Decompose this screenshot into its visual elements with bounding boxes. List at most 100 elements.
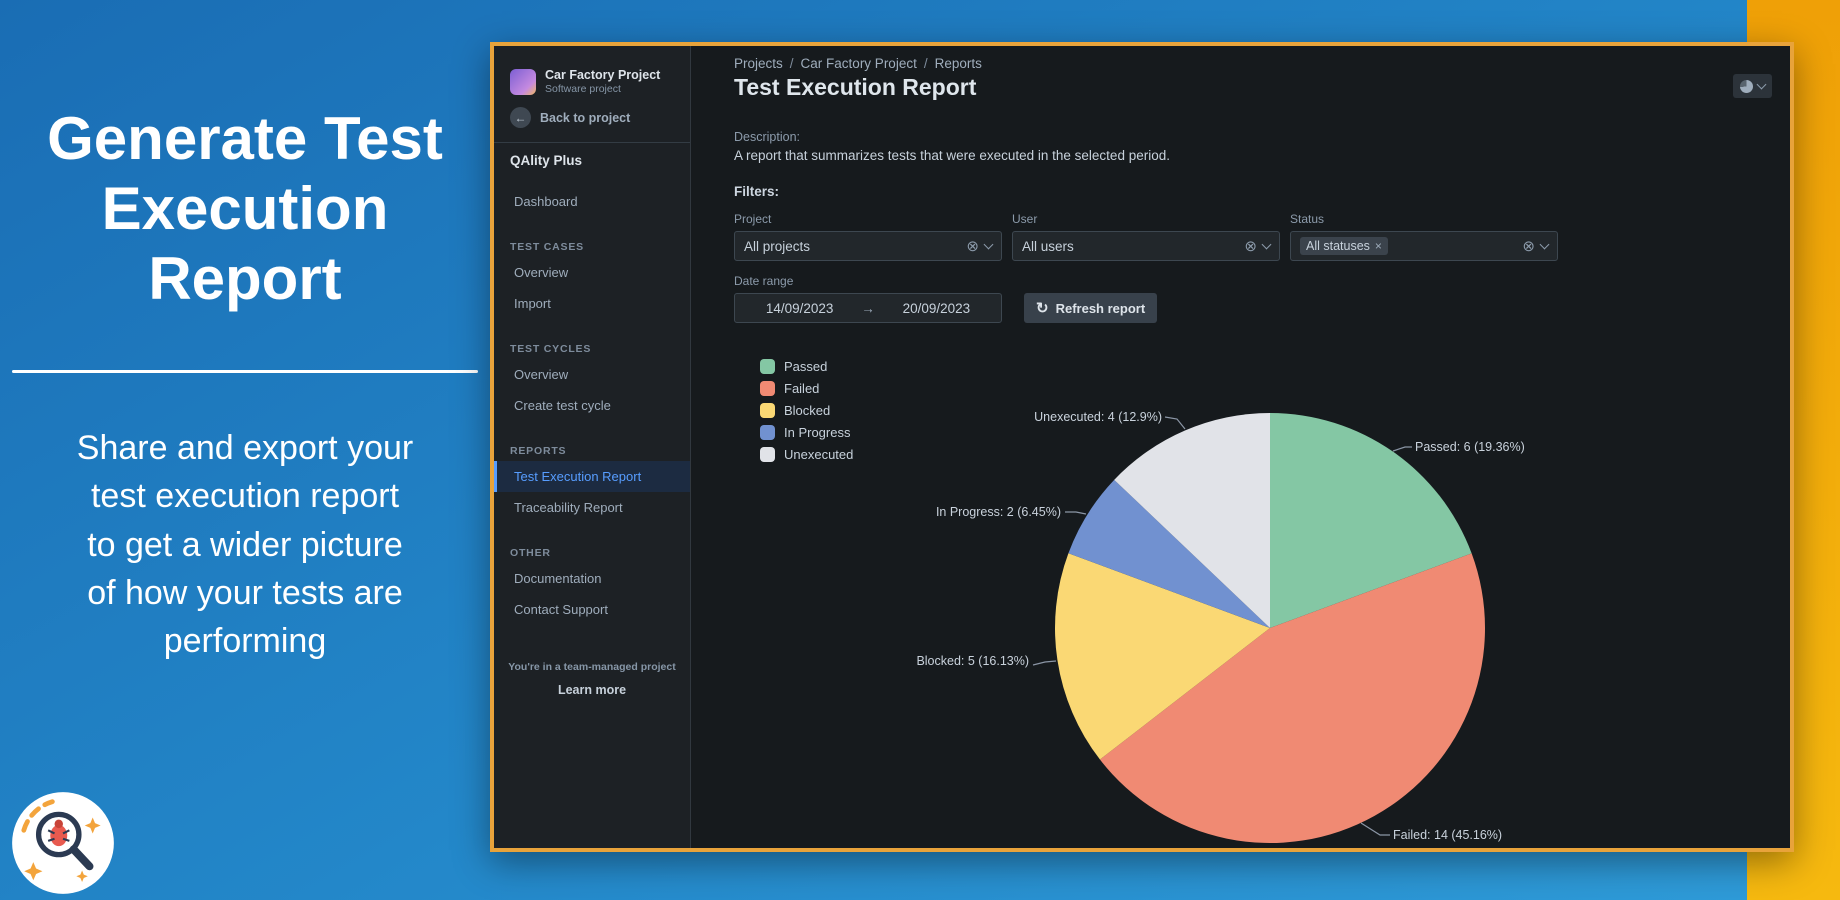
description-label: Description: [734, 130, 800, 144]
breadcrumb-project[interactable]: Car Factory Project [800, 56, 917, 71]
clear-icon[interactable]: ⊗ [1522, 237, 1535, 255]
status-filter-select[interactable]: All statuses × ⊗ [1290, 231, 1558, 261]
breadcrumb: Projects / Car Factory Project / Reports [734, 56, 982, 71]
nav-label: Contact Support [514, 602, 608, 617]
app-window: Car Factory Project Software project ← B… [490, 42, 1794, 852]
nav-label: Traceability Report [514, 500, 623, 515]
chevron-down-icon[interactable] [1539, 239, 1550, 250]
leader-line [1392, 446, 1412, 452]
pie-label-passed: Passed: 6 (19.36%) [1415, 440, 1525, 454]
status-filter-field: Status All statuses × ⊗ [1290, 212, 1558, 261]
main-content: Projects / Car Factory Project / Reports… [691, 46, 1790, 848]
project-name: Car Factory Project [545, 68, 661, 82]
section-other: OTHER [510, 547, 551, 559]
back-to-project[interactable]: ← Back to project [510, 107, 674, 128]
date-from-value[interactable]: 14/09/2023 [765, 300, 834, 316]
sidebar-item-traceability-report[interactable]: Traceability Report [494, 492, 690, 523]
magnifier-bug-icon [12, 792, 114, 894]
sidebar-item-test-execution-report[interactable]: Test Execution Report [494, 461, 690, 492]
sidebar-item-dashboard[interactable]: Dashboard [494, 186, 690, 217]
sidebar-item-overview-test-cycles[interactable]: Overview [494, 359, 690, 390]
user-filter-label: User [1012, 212, 1038, 226]
filters-panel: Project All projects ⊗ User All users ⊗ [734, 212, 1558, 323]
nav-label: Create test cycle [514, 398, 611, 413]
leader-line [1164, 416, 1186, 430]
pie-slice-unexecuted[interactable] [1114, 413, 1270, 628]
project-filter-label: Project [734, 212, 772, 226]
pie-slice-failed[interactable] [1099, 553, 1486, 844]
legend-swatch-failed [760, 380, 775, 396]
promo-subtitle: Share and export your test execution rep… [76, 429, 414, 661]
sidebar-item-contact-support[interactable]: Contact Support [494, 594, 690, 625]
legend-swatch-unexecuted [760, 446, 775, 462]
export-menu-button[interactable] [1733, 74, 1772, 98]
leader-line [1360, 822, 1390, 836]
project-filter-field: Project All projects ⊗ [734, 212, 1002, 261]
sidebar-item-overview-test-cases[interactable]: Overview [494, 257, 690, 288]
date-range-field: Date range 14/09/2023 → 20/09/2023 [734, 274, 1002, 323]
user-filter-value: All users [1022, 238, 1074, 254]
project-type: Software project [545, 83, 621, 95]
project-header[interactable]: Car Factory Project Software project [510, 68, 678, 95]
learn-more-link[interactable]: Learn more [557, 683, 627, 697]
user-filter-select[interactable]: All users ⊗ [1012, 231, 1280, 261]
page-title: Test Execution Report [734, 74, 977, 100]
filters-heading: Filters: [734, 184, 780, 199]
legend-item-blocked: Blocked [760, 399, 853, 421]
legend-item-passed: Passed [760, 355, 853, 377]
nav-label: Import [514, 296, 551, 311]
project-filter-value: All projects [744, 238, 811, 254]
sidebar-divider [494, 142, 690, 143]
legend-label: In Progress [784, 424, 851, 440]
legend-item-unexecuted: Unexecuted [760, 443, 853, 465]
filters-row-1: Project All projects ⊗ User All users ⊗ [734, 212, 1558, 261]
pie-slice-in-progress[interactable] [1068, 479, 1270, 628]
section-reports: REPORTS [510, 445, 567, 457]
leader-line [1032, 660, 1057, 666]
section-test-cycles: TEST CYCLES [510, 343, 592, 355]
status-filter-label: Status [1290, 212, 1325, 226]
chevron-down-icon [1756, 79, 1767, 90]
refresh-report-button[interactable]: ↻ Refresh report [1024, 293, 1158, 323]
user-filter-field: User All users ⊗ [1012, 212, 1280, 261]
refresh-button-label: Refresh report [1055, 300, 1146, 316]
legend-item-failed: Failed [760, 377, 853, 399]
promo-panel: Generate Test Execution Report Share and… [0, 0, 490, 900]
clear-icon[interactable]: ⊗ [1244, 237, 1257, 255]
legend-label: Passed [784, 358, 828, 374]
sidebar-item-import[interactable]: Import [494, 288, 690, 319]
breadcrumb-separator: / [789, 56, 794, 71]
qality-logo [10, 790, 116, 896]
chevron-down-icon[interactable] [1261, 239, 1272, 250]
date-range-label: Date range [734, 274, 794, 288]
legend-label: Blocked [784, 402, 831, 418]
promo-title: Generate Test Execution Report [47, 105, 443, 313]
filters-row-2: Date range 14/09/2023 → 20/09/2023 ↻ Ref… [734, 274, 1558, 323]
chevron-down-icon[interactable] [983, 239, 994, 250]
legend-swatch-blocked [760, 402, 775, 418]
breadcrumb-projects[interactable]: Projects [734, 56, 783, 71]
pie-label-blocked: Blocked: 5 (16.13%) [916, 654, 1029, 668]
section-test-cases: TEST CASES [510, 241, 584, 253]
pie-slice-blocked[interactable] [1055, 553, 1270, 760]
remove-chip-icon[interactable]: × [1374, 239, 1382, 253]
description-text: A report that summarizes tests that were… [734, 148, 1170, 163]
arrow-right-icon: → [861, 300, 875, 316]
clear-icon[interactable]: ⊗ [966, 237, 979, 255]
team-managed-note: You're in a team-managed project [508, 661, 676, 673]
pie-slice-passed[interactable] [1270, 413, 1472, 628]
sidebar-item-documentation[interactable]: Documentation [494, 563, 690, 594]
legend-item-in-progress: In Progress [760, 421, 853, 443]
project-filter-select[interactable]: All projects ⊗ [734, 231, 1002, 261]
date-to-value[interactable]: 20/09/2023 [902, 300, 971, 316]
date-range-input[interactable]: 14/09/2023 → 20/09/2023 [734, 293, 1002, 323]
nav-label: Overview [514, 265, 569, 280]
nav-label: Dashboard [514, 194, 578, 209]
legend-swatch-in-progress [760, 424, 775, 440]
breadcrumb-reports[interactable]: Reports [934, 56, 982, 71]
project-avatar-icon [510, 68, 536, 95]
chart-legend: Passed Failed Blocked In Progress Unexec… [760, 355, 853, 465]
nav-label: Test Execution Report [514, 469, 642, 484]
sidebar-item-create-test-cycle[interactable]: Create test cycle [494, 390, 690, 421]
back-label: Back to project [540, 110, 631, 125]
